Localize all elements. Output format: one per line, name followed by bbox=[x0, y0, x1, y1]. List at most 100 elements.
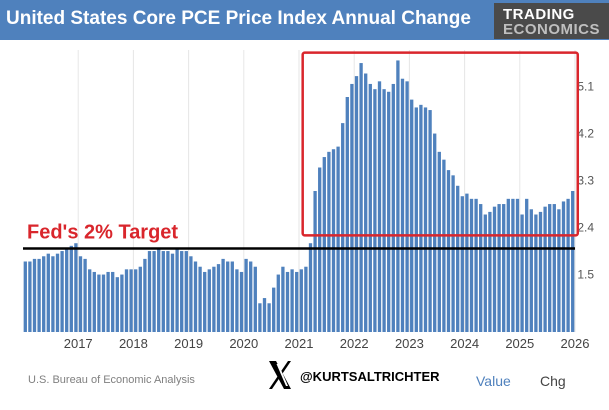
bar[interactable] bbox=[345, 97, 349, 332]
bar[interactable] bbox=[166, 251, 170, 332]
bar[interactable] bbox=[216, 264, 221, 332]
bar[interactable] bbox=[120, 274, 124, 332]
bar[interactable] bbox=[92, 271, 96, 332]
bar[interactable] bbox=[511, 198, 515, 332]
bar[interactable] bbox=[28, 261, 32, 333]
bar[interactable] bbox=[520, 214, 524, 333]
bar[interactable] bbox=[405, 81, 409, 332]
bar[interactable] bbox=[299, 269, 303, 332]
bar[interactable] bbox=[152, 251, 156, 332]
bar[interactable] bbox=[437, 151, 441, 332]
bar[interactable] bbox=[276, 274, 280, 332]
bar[interactable] bbox=[184, 251, 188, 332]
bar[interactable] bbox=[212, 266, 216, 332]
bar[interactable] bbox=[543, 206, 547, 332]
bar[interactable] bbox=[143, 258, 147, 332]
bar[interactable] bbox=[51, 256, 55, 332]
bar[interactable] bbox=[460, 196, 464, 332]
bar[interactable] bbox=[198, 266, 202, 332]
bar[interactable] bbox=[46, 253, 50, 332]
bar[interactable] bbox=[474, 198, 478, 332]
bar[interactable] bbox=[42, 256, 46, 332]
bar[interactable] bbox=[419, 104, 423, 332]
bar[interactable] bbox=[506, 198, 510, 332]
bar[interactable] bbox=[548, 204, 552, 332]
bar[interactable] bbox=[446, 170, 451, 332]
bar[interactable] bbox=[469, 198, 474, 332]
bar[interactable] bbox=[327, 151, 331, 332]
bar[interactable] bbox=[515, 198, 520, 332]
bar[interactable] bbox=[101, 274, 106, 332]
bar[interactable] bbox=[78, 256, 83, 332]
bar[interactable] bbox=[170, 253, 175, 332]
bar[interactable] bbox=[373, 89, 377, 332]
bar[interactable] bbox=[538, 211, 543, 332]
bar[interactable] bbox=[262, 298, 267, 332]
bar[interactable] bbox=[138, 266, 142, 332]
bar[interactable] bbox=[175, 248, 179, 332]
bar[interactable] bbox=[281, 266, 285, 332]
bar[interactable] bbox=[23, 261, 27, 333]
bar[interactable] bbox=[566, 198, 570, 332]
bar[interactable] bbox=[442, 159, 446, 332]
bar[interactable] bbox=[377, 81, 382, 332]
bar[interactable] bbox=[529, 209, 533, 332]
bar[interactable] bbox=[65, 248, 69, 332]
bar[interactable] bbox=[400, 78, 405, 332]
bar[interactable] bbox=[161, 251, 165, 332]
bar[interactable] bbox=[391, 83, 395, 332]
bar[interactable] bbox=[207, 269, 211, 332]
bar[interactable] bbox=[203, 271, 207, 332]
bar[interactable] bbox=[368, 83, 372, 332]
bar[interactable] bbox=[382, 89, 386, 332]
bar[interactable] bbox=[37, 258, 41, 332]
bar[interactable] bbox=[244, 258, 248, 332]
bar[interactable] bbox=[111, 271, 115, 332]
bar[interactable] bbox=[193, 261, 198, 333]
bar[interactable] bbox=[410, 99, 414, 332]
bar[interactable] bbox=[479, 204, 483, 332]
bar[interactable] bbox=[115, 277, 119, 332]
bar[interactable] bbox=[502, 204, 506, 332]
bar[interactable] bbox=[267, 303, 271, 332]
bar[interactable] bbox=[322, 157, 326, 332]
bar[interactable] bbox=[483, 214, 487, 333]
bar[interactable] bbox=[106, 271, 110, 332]
bar[interactable] bbox=[561, 201, 566, 332]
bar[interactable] bbox=[571, 191, 575, 332]
bar[interactable] bbox=[60, 251, 64, 332]
bar[interactable] bbox=[492, 206, 497, 332]
bar[interactable] bbox=[423, 107, 428, 332]
bar[interactable] bbox=[258, 303, 262, 332]
bar[interactable] bbox=[308, 243, 313, 332]
bar[interactable] bbox=[285, 271, 290, 332]
bar[interactable] bbox=[313, 191, 317, 332]
bar[interactable] bbox=[428, 110, 432, 332]
bar[interactable] bbox=[451, 175, 455, 332]
bar[interactable] bbox=[534, 214, 538, 333]
bar[interactable] bbox=[147, 251, 152, 332]
bar[interactable] bbox=[69, 245, 73, 332]
bar[interactable] bbox=[134, 269, 138, 332]
bar[interactable] bbox=[414, 107, 418, 332]
bar[interactable] bbox=[465, 193, 469, 332]
bar[interactable] bbox=[189, 256, 193, 332]
bar[interactable] bbox=[304, 266, 308, 332]
bar[interactable] bbox=[525, 198, 529, 332]
bar[interactable] bbox=[557, 209, 561, 332]
bar[interactable] bbox=[318, 167, 322, 333]
bar[interactable] bbox=[272, 287, 276, 332]
bar[interactable] bbox=[295, 271, 299, 332]
bar[interactable] bbox=[497, 204, 501, 332]
bar[interactable] bbox=[336, 146, 340, 332]
bar[interactable] bbox=[364, 73, 368, 333]
bar[interactable] bbox=[83, 258, 87, 332]
bar[interactable] bbox=[433, 133, 437, 332]
bar[interactable] bbox=[74, 243, 78, 332]
bar[interactable] bbox=[180, 251, 184, 332]
bar[interactable] bbox=[456, 185, 460, 332]
bar[interactable] bbox=[552, 204, 556, 332]
bar[interactable] bbox=[235, 269, 239, 332]
bar[interactable] bbox=[290, 269, 294, 332]
bar[interactable] bbox=[488, 211, 492, 332]
